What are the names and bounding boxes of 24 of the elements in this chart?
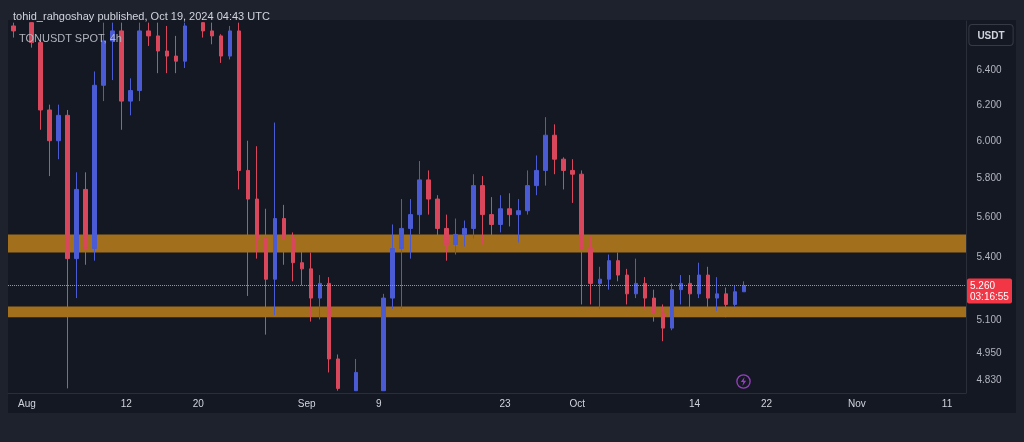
y-tick-label: 6.400 xyxy=(976,64,1002,76)
x-tick-label: 23 xyxy=(499,397,512,409)
y-axis-title: USDT xyxy=(977,29,1005,41)
x-tick-label: 22 xyxy=(761,397,773,409)
x-tick-label: 9 xyxy=(375,397,382,409)
x-tick-label: Aug xyxy=(18,397,36,409)
text: 03:16:55 xyxy=(970,290,1010,302)
y-tick-label: 4.830 xyxy=(976,373,1002,385)
x-tick-label: 20 xyxy=(192,397,205,409)
ref-line-label: 5.260 xyxy=(970,279,996,291)
y-tick-label: 5.600 xyxy=(976,211,1002,223)
x-tick-label: Oct xyxy=(569,397,586,409)
y-tick-label: 6.000 xyxy=(976,135,1002,147)
y-tick-label: 5.800 xyxy=(976,172,1002,184)
x-tick-label: Nov xyxy=(847,397,866,409)
x-tick-label: 14 xyxy=(688,397,701,409)
x-tick-label: 12 xyxy=(120,397,133,409)
y-tick-label: 4.950 xyxy=(976,346,1002,358)
chart-subtitle: tohid_rahgoshay published, Oct 19, 2024 04:43 UTC xyxy=(13,9,270,22)
y-tick-label: 6.200 xyxy=(976,99,1002,111)
x-tick-label: Sep xyxy=(297,397,316,409)
y-tick-label: 5.400 xyxy=(976,251,1002,263)
x-tick-label: 11 xyxy=(941,397,953,409)
y-tick-label: 5.100 xyxy=(976,313,1002,325)
